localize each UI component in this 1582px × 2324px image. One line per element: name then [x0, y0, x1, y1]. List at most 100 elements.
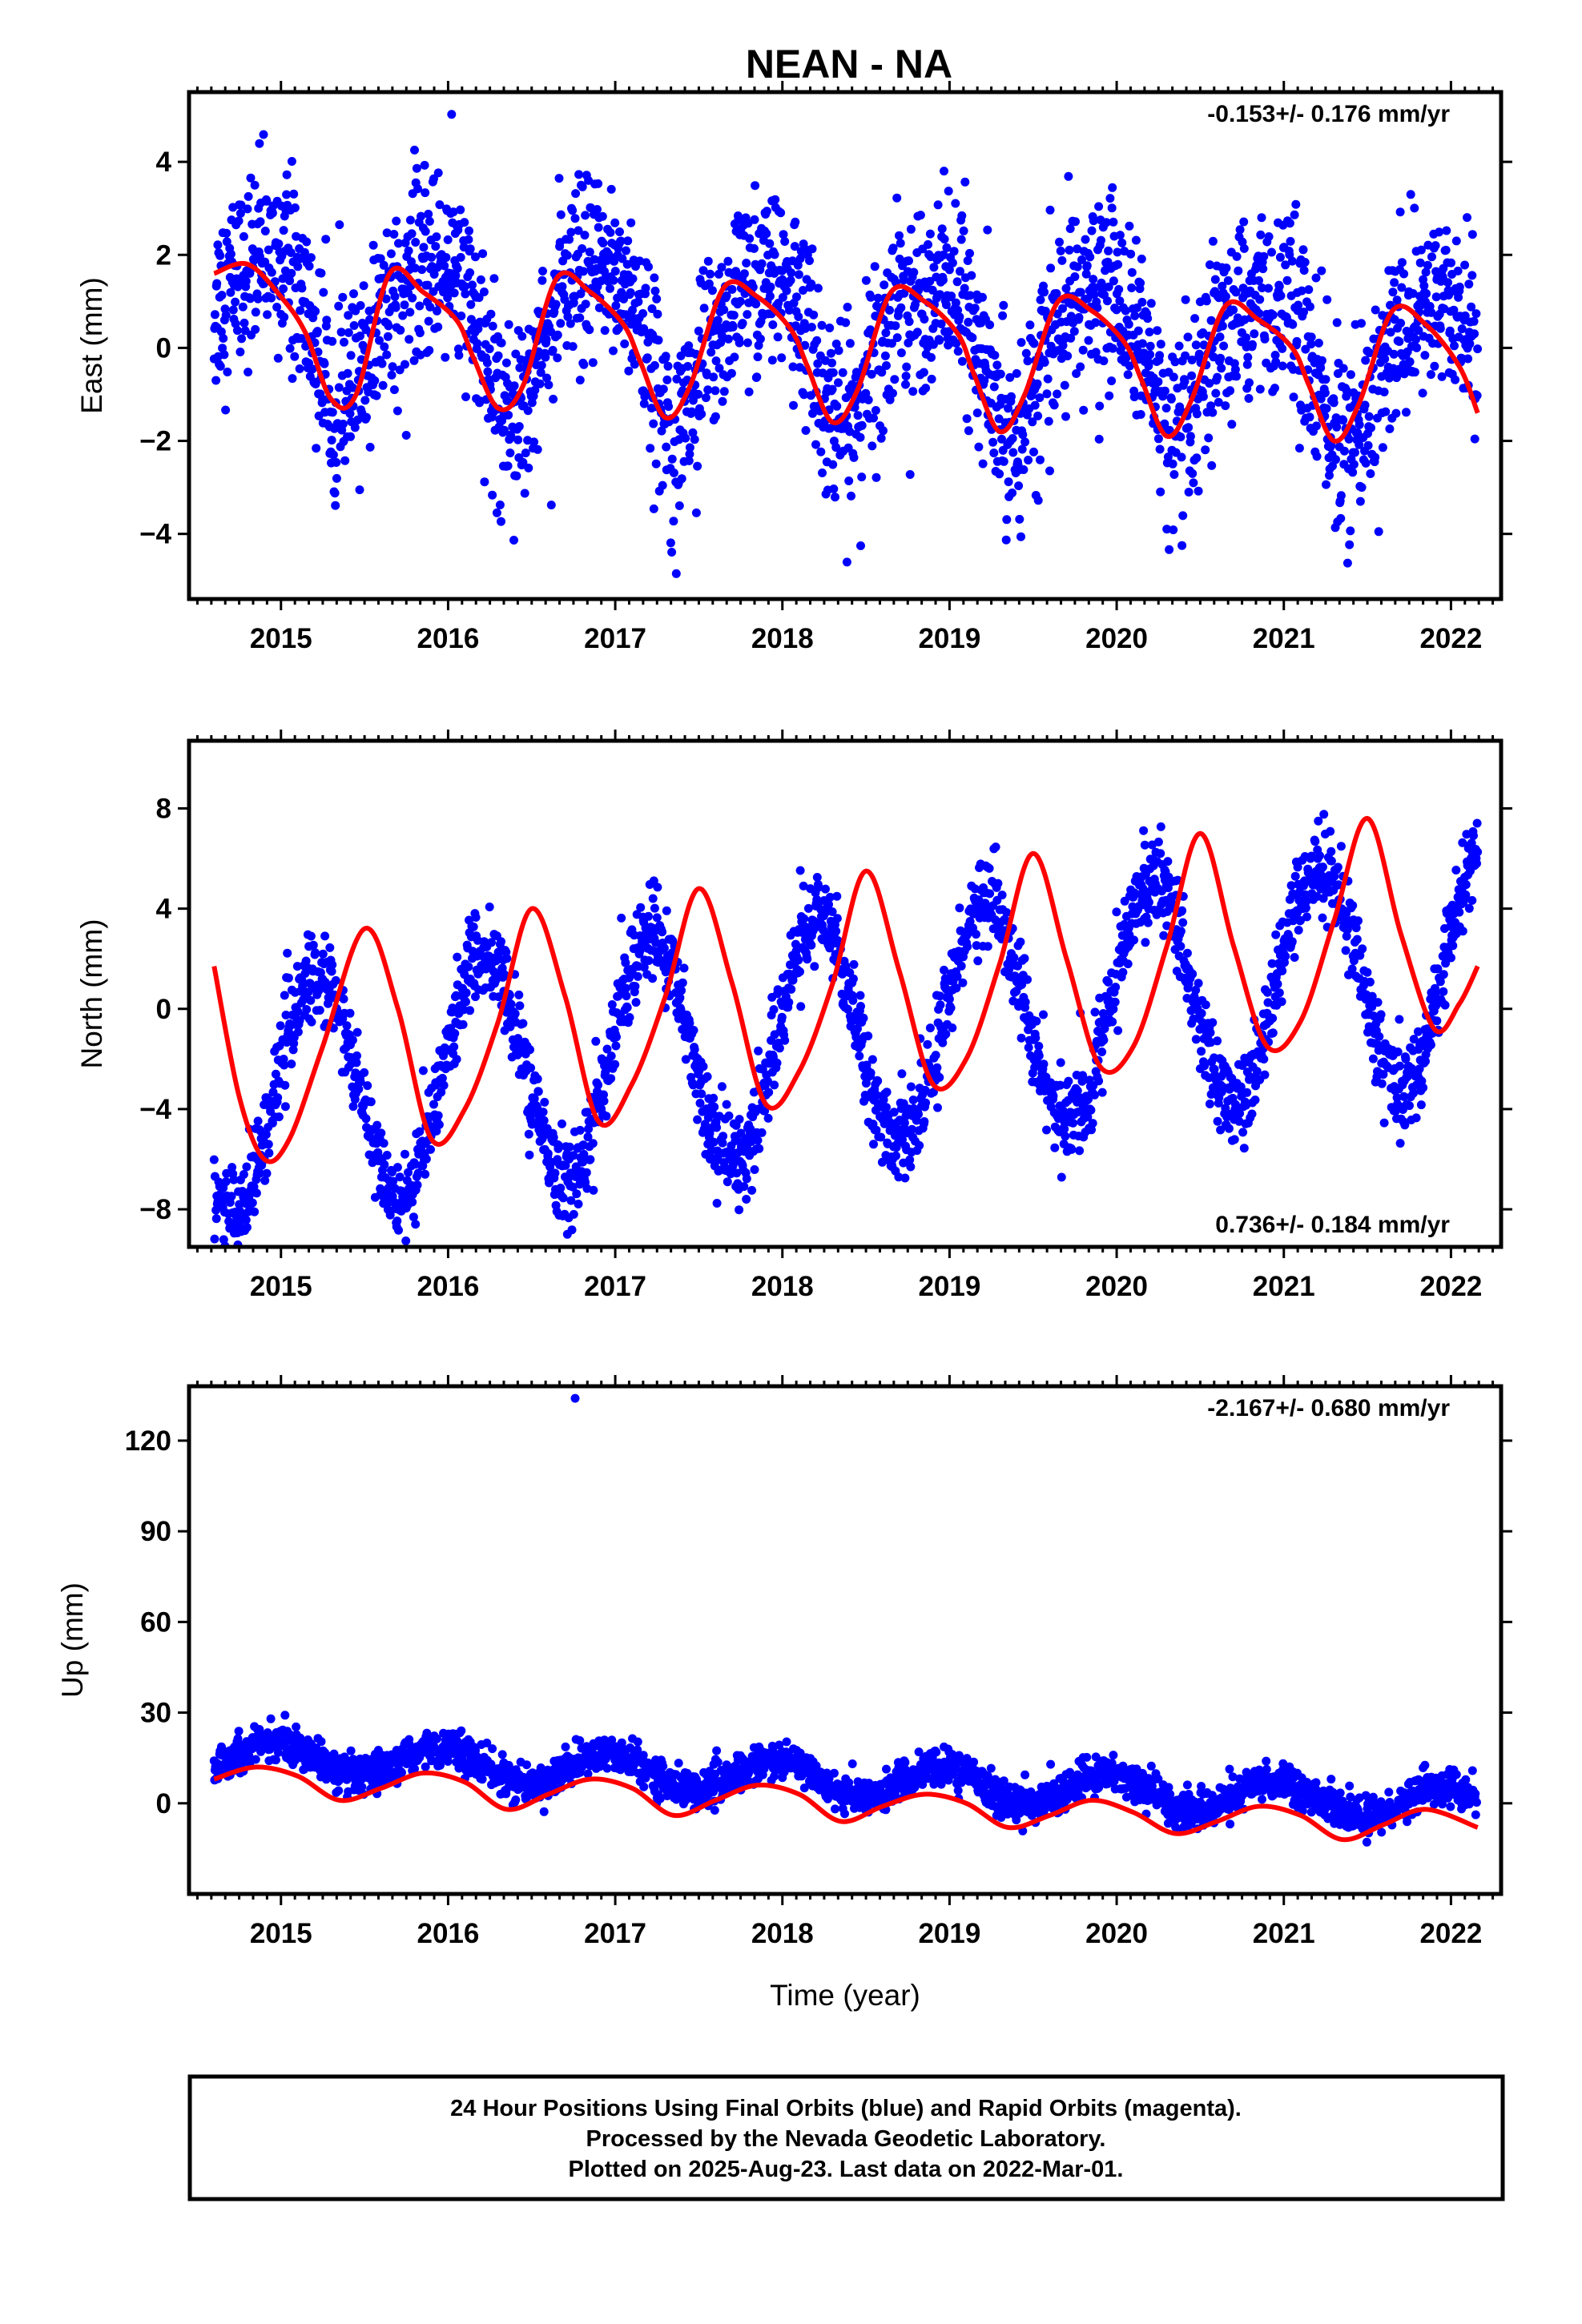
east-data-point	[1112, 305, 1121, 315]
east-data-point	[370, 376, 380, 385]
east-data-point	[658, 384, 668, 394]
east-data-point	[1399, 369, 1409, 379]
east-data-point	[818, 468, 827, 477]
north-data-point	[566, 1196, 576, 1205]
east-data-point	[1169, 525, 1178, 535]
east-data-point	[1071, 217, 1080, 227]
east-data-point	[267, 267, 276, 277]
east-data-point	[236, 200, 246, 210]
north-data-point	[769, 1005, 779, 1015]
north-data-point	[583, 1132, 593, 1142]
east-data-point	[792, 292, 801, 302]
east-data-point	[1289, 392, 1298, 402]
east-data-point	[956, 267, 964, 276]
north-data-point	[853, 1024, 862, 1034]
east-data-point	[735, 338, 744, 348]
north-data-point	[955, 903, 964, 913]
east-data-point	[232, 326, 242, 336]
north-data-point	[1111, 983, 1121, 992]
north-data-point	[803, 955, 812, 964]
north-data-point	[223, 1277, 231, 1285]
east-data-point	[1258, 264, 1268, 274]
east-data-point	[1188, 468, 1198, 478]
east-data-point	[1002, 515, 1012, 525]
north-data-point	[1086, 1105, 1096, 1115]
east-data-point	[1306, 340, 1316, 349]
east-data-point	[813, 359, 823, 368]
east-data-point	[1109, 276, 1118, 286]
north-data-point	[1144, 898, 1153, 907]
east-data-point	[904, 317, 914, 327]
east-data-point	[456, 252, 465, 262]
east-data-point	[905, 470, 915, 479]
east-data-point	[1133, 326, 1143, 336]
east-data-point	[1215, 332, 1225, 342]
east-data-point	[372, 391, 381, 400]
north-data-point	[1034, 1041, 1044, 1051]
east-data-point	[1081, 235, 1090, 244]
east-data-point	[353, 415, 363, 424]
east-data-point	[701, 393, 710, 403]
east-data-point	[594, 303, 604, 312]
east-data-point	[653, 309, 662, 319]
east-data-point	[1169, 372, 1178, 382]
east-data-point	[1355, 497, 1365, 506]
east-data-point	[1123, 370, 1133, 380]
east-data-point	[492, 508, 501, 517]
north-data-point	[775, 1043, 784, 1053]
east-data-point	[578, 182, 587, 191]
east-data-point	[1239, 243, 1249, 253]
north-data-point	[281, 1011, 291, 1019]
east-data-point	[744, 387, 754, 396]
east-data-point	[710, 386, 720, 396]
north-data-point	[946, 1003, 956, 1013]
north-data-point	[352, 1058, 361, 1068]
east-data-point	[729, 311, 739, 320]
north-data-point	[401, 1149, 409, 1159]
north-data-point	[807, 940, 816, 950]
north-data-point	[920, 1117, 929, 1126]
east-data-point	[1091, 348, 1101, 357]
east-data-point	[1089, 216, 1098, 226]
east-data-point	[777, 353, 787, 363]
north-data-point	[799, 914, 809, 923]
east-data-point	[1336, 513, 1346, 523]
north-data-point	[227, 1192, 236, 1201]
east-data-point	[1007, 392, 1016, 401]
east-data-point	[563, 312, 573, 321]
east-data-point	[1056, 246, 1065, 255]
east-data-point	[378, 380, 388, 390]
east-data-point	[425, 216, 434, 226]
east-data-point	[1267, 247, 1276, 257]
north-data-point	[209, 1155, 219, 1164]
east-data-point	[1385, 424, 1395, 433]
north-data-point	[717, 1082, 727, 1092]
north-data-point	[413, 1180, 422, 1190]
north-data-point	[791, 939, 800, 949]
north-data-point	[746, 1124, 755, 1134]
north-data-point	[276, 1021, 285, 1031]
east-data-point	[334, 383, 344, 392]
east-data-point	[537, 275, 547, 285]
east-data-point	[1095, 401, 1105, 411]
east-data-point	[1364, 412, 1374, 421]
north-data-point	[855, 991, 865, 1000]
east-data-point	[330, 489, 340, 498]
east-data-point	[433, 306, 441, 316]
east-data-point	[935, 336, 944, 345]
east-data-point	[245, 294, 255, 304]
north-data-point	[461, 988, 471, 998]
east-data-point	[1028, 417, 1037, 427]
east-data-point	[809, 310, 819, 320]
north-rate-label: 0.736+/- 0.184 mm/yr	[1215, 1212, 1450, 1238]
east-data-point	[328, 450, 338, 460]
north-data-point	[882, 1103, 891, 1112]
north-data-point	[250, 1207, 260, 1216]
east-data-point	[223, 368, 232, 376]
east-data-point	[606, 227, 615, 237]
east-data-point	[1231, 287, 1241, 297]
north-data-point	[905, 1155, 915, 1164]
north-data-point	[915, 1140, 924, 1150]
north-data-point	[373, 1148, 383, 1157]
east-data-point	[1069, 327, 1079, 336]
